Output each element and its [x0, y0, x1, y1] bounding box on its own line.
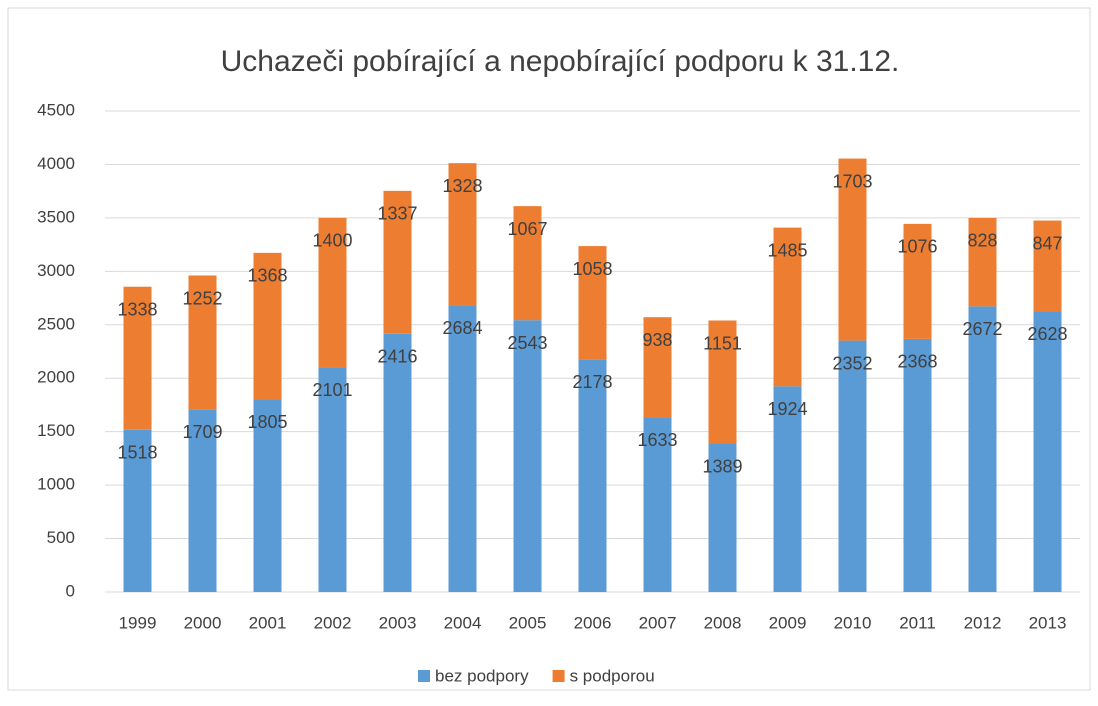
- bar-segment: [838, 158, 867, 341]
- y-tick-label: 2500: [37, 314, 75, 333]
- data-label: 847: [1032, 233, 1062, 253]
- data-label: 1338: [117, 299, 157, 319]
- x-tick-label: 2001: [249, 613, 287, 632]
- bar-segment: [1033, 311, 1062, 592]
- bar-segment: [838, 340, 867, 592]
- data-label: 2352: [832, 353, 872, 373]
- data-label: 1076: [897, 237, 937, 257]
- bar-segment: [448, 305, 477, 592]
- data-label: 938: [642, 330, 672, 350]
- bar-segment: [513, 206, 542, 321]
- data-label: 2416: [377, 347, 417, 367]
- data-label: 2543: [507, 333, 547, 353]
- data-label: 1058: [572, 259, 612, 279]
- legend-label: bez podpory: [435, 666, 529, 685]
- data-label: 2101: [312, 380, 352, 400]
- x-tick-label: 2004: [444, 613, 482, 632]
- y-tick-label: 4500: [37, 100, 75, 119]
- data-label: 1485: [767, 240, 807, 260]
- y-tick-label: 3500: [37, 207, 75, 226]
- data-label: 1067: [507, 219, 547, 239]
- y-tick-label: 4000: [37, 154, 75, 173]
- data-label: 1703: [832, 171, 872, 191]
- bar-segment: [708, 443, 737, 592]
- x-tick-label: 2013: [1029, 613, 1067, 632]
- bar-segment: [188, 275, 217, 410]
- x-tick-label: 2012: [964, 613, 1002, 632]
- x-tick-label: 2009: [769, 613, 807, 632]
- x-tick-label: 2006: [574, 613, 612, 632]
- bar-segment: [578, 246, 607, 360]
- bar-segment: [773, 386, 802, 592]
- bar-segment: [383, 190, 412, 334]
- data-label: 2368: [897, 352, 937, 372]
- y-tick-label: 0: [66, 581, 75, 600]
- bar-segment: [1033, 220, 1062, 312]
- bar-segment: [123, 286, 152, 430]
- y-tick-label: 1000: [37, 475, 75, 494]
- x-tick-label: 2003: [379, 613, 417, 632]
- x-tick-label: 1999: [119, 613, 157, 632]
- y-tick-label: 2000: [37, 368, 75, 387]
- bar-segment: [513, 320, 542, 592]
- y-tick-label: 500: [47, 528, 75, 547]
- bar-segment: [253, 252, 282, 400]
- bar-segment: [253, 399, 282, 592]
- x-tick-label: 2010: [834, 613, 872, 632]
- bar-segment: [773, 227, 802, 387]
- data-label: 2178: [572, 372, 612, 392]
- data-label: 1633: [637, 430, 677, 450]
- data-label: 1151: [703, 333, 742, 353]
- bar-segment: [448, 163, 477, 306]
- chart-title: Uchazeči pobírající a nepobírající podpo…: [221, 45, 900, 78]
- bar-segment: [123, 429, 152, 592]
- data-label: 2672: [962, 319, 1002, 339]
- x-tick-label: 2005: [509, 613, 547, 632]
- bar-segment: [383, 333, 412, 592]
- data-label: 828: [967, 231, 997, 251]
- legend-swatch: [552, 670, 565, 682]
- x-tick-label: 2000: [184, 613, 222, 632]
- bar-segment: [708, 320, 737, 444]
- x-tick-label: 2008: [704, 613, 742, 632]
- bar-segment: [643, 417, 672, 592]
- data-label: 1252: [182, 288, 222, 308]
- bar-segment: [643, 317, 672, 418]
- bar-segment: [903, 338, 932, 592]
- bar-segment: [318, 367, 347, 592]
- data-label: 2684: [442, 318, 482, 338]
- legend-label: s podporou: [570, 666, 655, 685]
- data-label: 1709: [182, 422, 222, 442]
- bar-segment: [968, 217, 997, 307]
- data-label: 1400: [312, 231, 352, 251]
- y-tick-label: 1500: [37, 421, 75, 440]
- data-label: 1389: [702, 456, 742, 476]
- data-label: 1328: [442, 176, 482, 196]
- x-tick-label: 2011: [899, 613, 936, 632]
- data-label: 1518: [117, 442, 157, 462]
- x-tick-label: 2002: [314, 613, 352, 632]
- y-tick-label: 3000: [37, 261, 75, 280]
- bar-segment: [188, 409, 217, 592]
- data-label: 1337: [377, 204, 417, 224]
- legend-swatch: [418, 670, 430, 682]
- bar-segment: [318, 217, 347, 368]
- data-label: 1368: [247, 266, 287, 286]
- bar-segment: [903, 223, 932, 339]
- data-label: 2628: [1027, 324, 1067, 344]
- bar-segment: [968, 306, 997, 592]
- bar-segment: [578, 359, 607, 592]
- data-label: 1805: [247, 412, 287, 432]
- data-label: 1924: [767, 399, 807, 419]
- x-tick-label: 2007: [639, 613, 677, 632]
